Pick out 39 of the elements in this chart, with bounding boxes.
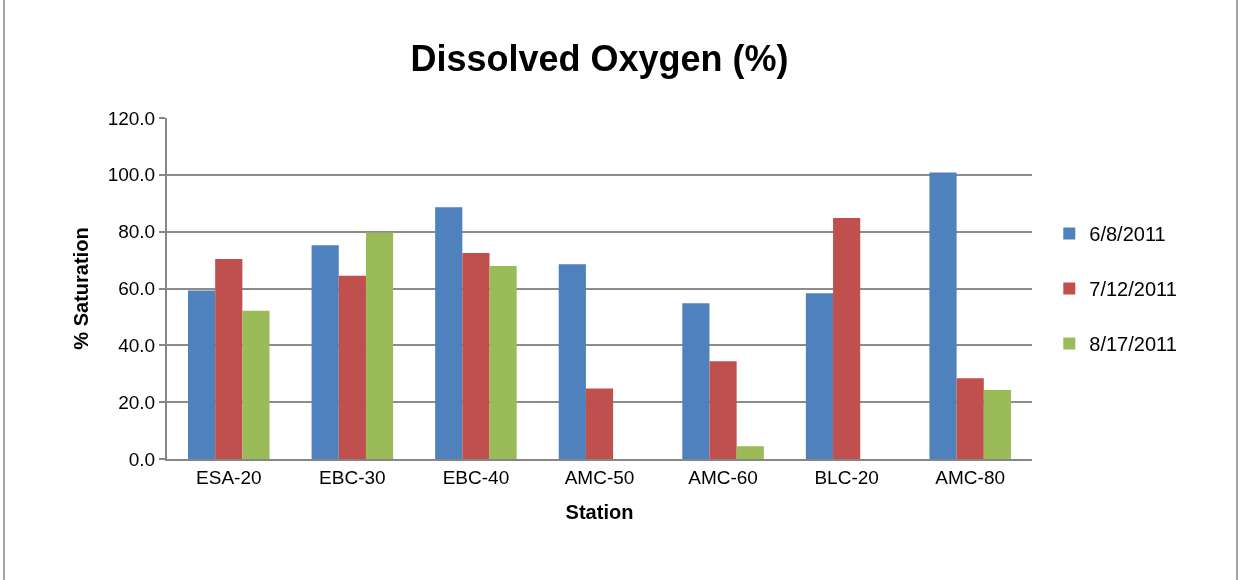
bar xyxy=(338,275,366,459)
y-tick-label: 20.0 xyxy=(118,391,156,413)
bar xyxy=(462,252,490,459)
x-tick-label: BLC-20 xyxy=(814,466,879,488)
bar xyxy=(242,310,270,459)
y-tick-label: 40.0 xyxy=(118,334,156,356)
bar xyxy=(983,389,1011,459)
chart-title: Dissolved Oxygen (%) xyxy=(410,37,789,79)
x-tick-label: AMC-80 xyxy=(935,466,1006,488)
y-tick-label: 0.0 xyxy=(128,448,156,470)
x-axis-title: Station xyxy=(565,500,634,523)
bar xyxy=(585,388,614,459)
bar xyxy=(956,378,984,459)
bar xyxy=(435,207,463,459)
bar xyxy=(833,218,861,459)
bar xyxy=(365,232,394,459)
legend-label: 6/8/2011 xyxy=(1089,223,1166,246)
x-tick-label: AMC-60 xyxy=(688,466,758,488)
y-tick-label: 80.0 xyxy=(118,221,156,243)
bar xyxy=(929,172,957,459)
y-tick-label: 120.0 xyxy=(107,107,156,129)
bar xyxy=(682,303,710,459)
bar xyxy=(215,258,243,459)
x-tick-label: ESA-20 xyxy=(196,466,262,488)
bar xyxy=(805,293,834,459)
bar xyxy=(188,290,216,459)
x-tick-label: AMC-50 xyxy=(564,466,635,488)
y-axis-title: % Saturation xyxy=(69,227,92,350)
legend-label: 8/17/2011 xyxy=(1089,333,1177,356)
x-tick-label: EBC-40 xyxy=(442,466,510,488)
bar xyxy=(736,446,764,459)
y-tick-label: 60.0 xyxy=(118,278,156,300)
legend-label: 7/12/2011 xyxy=(1089,278,1177,301)
y-tick-label: 100.0 xyxy=(107,164,156,186)
bar xyxy=(489,266,517,459)
bar xyxy=(709,361,737,459)
x-tick-label: EBC-30 xyxy=(319,466,386,488)
bar xyxy=(558,264,586,459)
bar xyxy=(311,245,339,459)
